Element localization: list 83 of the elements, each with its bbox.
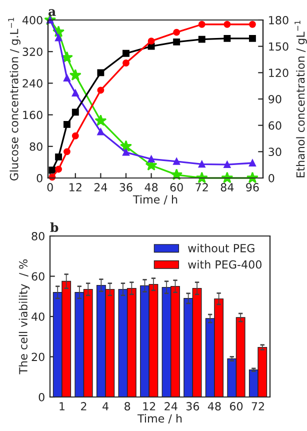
point	[63, 74, 70, 82]
point	[248, 20, 256, 28]
point	[55, 153, 62, 160]
x-tick-label: 48	[144, 183, 158, 192]
point	[94, 114, 107, 126]
chart-title: b	[50, 222, 58, 232]
y2-axis-title: Ethanol concentration / gL$^{−1}$	[294, 20, 307, 178]
x-tick-label: 72	[196, 183, 208, 192]
y2-tick-label: 60	[268, 121, 282, 130]
point	[72, 90, 79, 97]
x-tick-label: 84	[220, 183, 234, 192]
y-tick-label: 400	[22, 16, 42, 24]
y2-tick-label: 30	[268, 148, 282, 156]
y-tick-label: 80	[32, 232, 44, 240]
x-tick-label: 72	[252, 402, 264, 410]
x-tick-label: 12	[70, 183, 82, 192]
x-tick-label: 1	[60, 402, 64, 410]
y-axis-title: Glucose concentration / g.L$^{−1}$	[8, 18, 20, 180]
x-tick-label: 36	[186, 402, 200, 410]
point	[97, 69, 104, 76]
y-tick-label: 40	[32, 312, 44, 321]
point	[173, 38, 180, 46]
chart-title: a	[48, 9, 56, 16]
point	[224, 20, 231, 28]
point	[72, 108, 79, 116]
x-axis-title: Time / h	[137, 414, 182, 424]
point	[148, 156, 155, 163]
point	[55, 166, 62, 173]
x-tick-label: 8	[124, 402, 130, 410]
y-tick-label: 60	[32, 272, 44, 281]
point	[173, 158, 180, 165]
y2-tick-label: 90	[268, 94, 282, 104]
point	[248, 34, 256, 42]
point	[248, 160, 256, 166]
point	[246, 172, 258, 184]
point	[198, 36, 206, 43]
y-tick-label: 240	[22, 79, 42, 88]
x-tick-label: 48	[208, 402, 221, 410]
y2-tick-label: 0	[268, 174, 274, 182]
point	[120, 140, 132, 152]
point	[196, 172, 208, 184]
point	[122, 60, 130, 66]
point	[122, 148, 130, 156]
y-tick-label: 0	[38, 392, 44, 402]
x-tick-label: 60	[170, 183, 183, 192]
point	[224, 34, 231, 42]
x-tick-label: 4	[102, 402, 108, 410]
y-tick-label: 20	[32, 352, 44, 362]
point	[63, 120, 70, 128]
y-tick-label: 0	[36, 174, 42, 182]
legend-label: without PEG	[188, 244, 254, 252]
point	[198, 160, 206, 168]
legend-label: with PEG-400	[188, 260, 262, 269]
point	[63, 148, 70, 156]
x-axis-title: Time / h	[132, 195, 178, 204]
x-tick-label: 60	[230, 402, 243, 410]
point	[148, 38, 155, 45]
y-tick-label: 80	[30, 142, 42, 151]
x-tick-label: 24	[94, 183, 108, 192]
x-tick-label: 0	[47, 183, 53, 192]
y-tick-label: 160	[23, 110, 42, 120]
point	[198, 20, 206, 28]
point	[69, 69, 82, 80]
point	[173, 28, 180, 36]
point	[97, 86, 104, 94]
point	[72, 132, 79, 140]
y-axis-title: The cell viability / %	[18, 259, 30, 374]
y2-tick-label: 150	[269, 42, 288, 51]
x-tick-label: 96	[246, 183, 259, 192]
point	[97, 128, 104, 136]
x-tick-label: 2	[81, 402, 86, 410]
point	[122, 50, 130, 57]
y2-tick-label: 180	[269, 16, 288, 24]
x-tick-label: 24	[164, 402, 178, 410]
point	[48, 166, 56, 174]
point	[170, 168, 183, 180]
y-tick-label: 320	[22, 48, 42, 56]
point	[55, 34, 62, 42]
y2-tick-label: 120	[269, 68, 288, 78]
x-tick-label: 12	[143, 402, 156, 410]
point	[221, 172, 234, 184]
point	[224, 161, 231, 168]
x-tick-label: 36	[120, 183, 132, 192]
